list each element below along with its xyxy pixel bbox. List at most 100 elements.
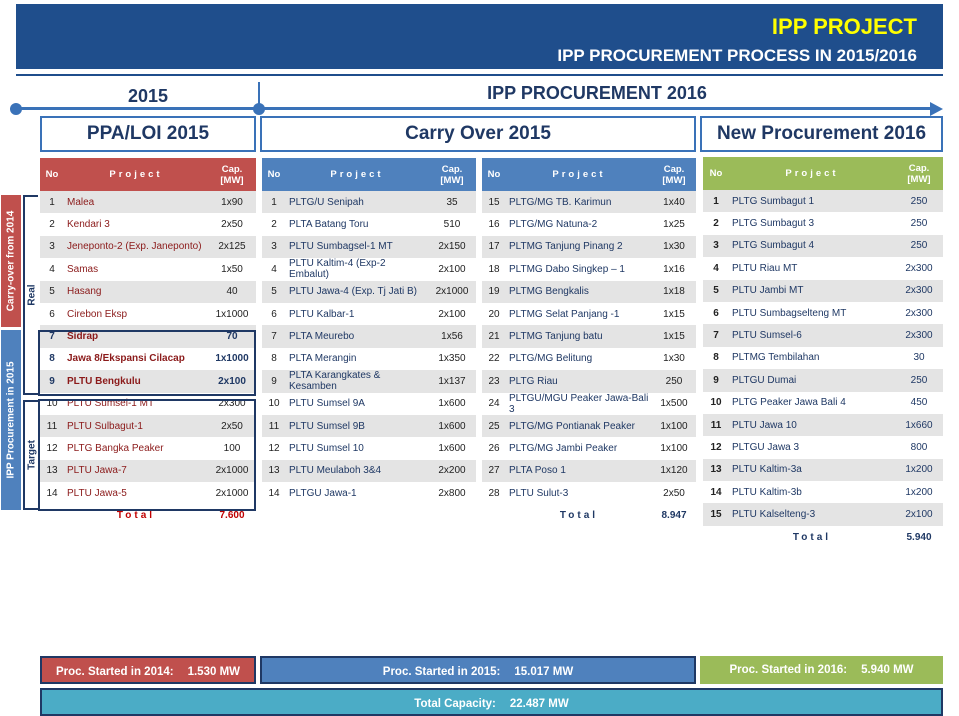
- cell-no: 1: [40, 191, 64, 214]
- cell-project: PLTU Sulbagut-1: [64, 414, 208, 438]
- cell-project: PLTMG Selat Panjang -1: [506, 302, 652, 326]
- table-row: 8 PLTA Merangin 1x350: [262, 347, 476, 371]
- cell-cap: 2x300: [895, 301, 943, 325]
- cell-cap: 1x25: [652, 213, 696, 236]
- col-no: No: [40, 158, 64, 191]
- cell-cap: 40: [208, 280, 256, 303]
- cell-project: PLTGU Jawa-1: [286, 482, 428, 505]
- total-row: Total 5.940: [703, 525, 943, 549]
- cell-no: 16: [482, 213, 506, 236]
- cell-project: Samas: [64, 258, 208, 281]
- cell-no: 20: [482, 302, 506, 326]
- table-row: 14 PLTGU Jawa-1 2x800: [262, 482, 476, 505]
- new-procurement-table: No Project Cap. [MW] 1 PLTG Sumbagut 1 250 2…: [703, 157, 943, 549]
- cell-cap: 250: [895, 369, 943, 392]
- cell-cap: 250: [895, 190, 943, 213]
- cell-no: 24: [482, 392, 506, 415]
- table-row: 5 Hasang 40: [40, 280, 256, 303]
- table-row: 24 PLTGU/MGU Peaker Jawa-Bali 3 1x500: [482, 392, 696, 415]
- timeline-line: [16, 107, 934, 110]
- cell-cap: 2x300: [895, 324, 943, 347]
- table-row: 1 PLTG Sumbagut 1 250: [703, 190, 943, 213]
- table-row: 9 PLTA Karangkates & Kesamben 1x137: [262, 370, 476, 393]
- cell-no: 13: [703, 458, 729, 482]
- cell-project: PLTU Jawa-5: [64, 482, 208, 505]
- table-row: 3 Jeneponto-2 (Exp. Janeponto) 2x125: [40, 235, 256, 259]
- cell-no: 15: [482, 191, 506, 214]
- cell-no: 14: [262, 482, 286, 505]
- table-row: 15 PLTG/MG TB. Karimun 1x40: [482, 191, 696, 214]
- cell-no: 7: [703, 324, 729, 347]
- cell-project: PLTU Sumsel 9B: [286, 414, 428, 438]
- cell-cap: 2x300: [895, 257, 943, 280]
- cell-cap: 800: [895, 436, 943, 459]
- cell-project: PLTU Sumsel 9A: [286, 392, 428, 415]
- side-label-target: Target: [23, 400, 38, 510]
- cell-cap: 2x50: [208, 414, 256, 438]
- cell-no: 8: [262, 347, 286, 371]
- cell-no: 6: [40, 302, 64, 326]
- cell-project: PLTA Batang Toru: [286, 213, 428, 236]
- cell-project: Malea: [64, 191, 208, 214]
- table-row: 14 PLTU Kaltim-3b 1x200: [703, 481, 943, 504]
- cell-project: PLTU Sumsel-6: [729, 324, 895, 347]
- cell-no: 19: [482, 280, 506, 303]
- cell-no: 14: [703, 481, 729, 504]
- cell-project: PLTU Sumsel-1 MT: [64, 392, 208, 415]
- cell-cap: 1x1000: [208, 347, 256, 371]
- cell-cap: 1x16: [652, 258, 696, 281]
- cell-no: 17: [482, 235, 506, 259]
- cell-project: PLTU Jawa-7: [64, 459, 208, 483]
- timeline-label-2016: IPP PROCUREMENT 2016: [487, 83, 707, 103]
- table-row: 11 PLTU Jawa 10 1x660: [703, 413, 943, 437]
- cell-cap: 2x800: [428, 482, 476, 505]
- table-row: 12 PLTGU Jawa 3 800: [703, 436, 943, 459]
- cell-no: 13: [40, 459, 64, 483]
- cell-project: PLTU Bengkulu: [64, 370, 208, 393]
- total-row: Total 8.947: [482, 504, 696, 527]
- total-label: Total: [506, 504, 652, 527]
- cell-no: 11: [703, 413, 729, 437]
- cell-no: 11: [262, 414, 286, 438]
- total-value: 8.947: [652, 504, 696, 527]
- cell-project: PLTG Sumbagut 1: [729, 190, 895, 213]
- table-row: 7 PLTU Sumsel-6 2x300: [703, 324, 943, 347]
- cell-cap: 1x30: [652, 235, 696, 259]
- table-row: 17 PLTMG Tanjung Pinang 2 1x30: [482, 235, 696, 259]
- cell-project: Hasang: [64, 280, 208, 303]
- table-row: 3 PLTG Sumbagut 4 250: [703, 234, 943, 258]
- cell-no: 12: [703, 436, 729, 459]
- cell-cap: 2x150: [428, 235, 476, 259]
- cell-no: 2: [262, 213, 286, 236]
- table-row: 5 PLTU Jambi MT 2x300: [703, 279, 943, 302]
- table-row: 4 PLTU Kaltim-4 (Exp-2 Embalut) 2x100: [262, 258, 476, 281]
- page-subtitle: IPP PROCUREMENT PROCESS IN 2015/2016: [557, 46, 917, 65]
- cell-cap: 510: [428, 213, 476, 236]
- cell-no: 27: [482, 459, 506, 483]
- cell-cap: 35: [428, 191, 476, 214]
- cell-project: PLTG/U Senipah: [286, 191, 428, 214]
- cell-project: PLTG/MG TB. Karimun: [506, 191, 652, 214]
- cell-no: 9: [40, 370, 64, 393]
- cell-cap: 2x1000: [208, 482, 256, 505]
- table-row: 15 PLTU Kalselteng-3 2x100: [703, 503, 943, 526]
- cell-project: PLTU Riau MT: [729, 257, 895, 280]
- table-row: 14 PLTU Jawa-5 2x1000: [40, 482, 256, 505]
- cell-project: Cirebon Eksp: [64, 302, 208, 326]
- table-row: 26 PLTG/MG Jambi Peaker 1x100: [482, 437, 696, 460]
- side-label-real: Real: [23, 195, 38, 395]
- carry-over-table-b: No Project Cap. [MW] 15 PLTG/MG TB. Karimu…: [482, 158, 696, 527]
- cell-project: PLTU Sumbagsel-1 MT: [286, 235, 428, 259]
- cell-project: PLTG/MG Belitung: [506, 347, 652, 371]
- cell-no: 3: [40, 235, 64, 259]
- table-row: 12 PLTU Sumsel 10 1x600: [262, 437, 476, 460]
- cell-no: 12: [40, 437, 64, 460]
- table-row: 8 PLTMG Tembilahan 30: [703, 346, 943, 370]
- cell-project: PLTU Kaltim-3a: [729, 458, 895, 482]
- cell-cap: 1x500: [652, 392, 696, 415]
- cell-project: PLTU Sulut-3: [506, 482, 652, 505]
- proc-started-2014-bar: Proc. Started in 2014: 1.530 MW: [40, 656, 256, 684]
- section-carry-over: Carry Over 2015: [260, 116, 696, 152]
- page-title: IPP PROJECT: [771, 14, 917, 39]
- table-row: 10 PLTG Peaker Jawa Bali 4 450: [703, 391, 943, 414]
